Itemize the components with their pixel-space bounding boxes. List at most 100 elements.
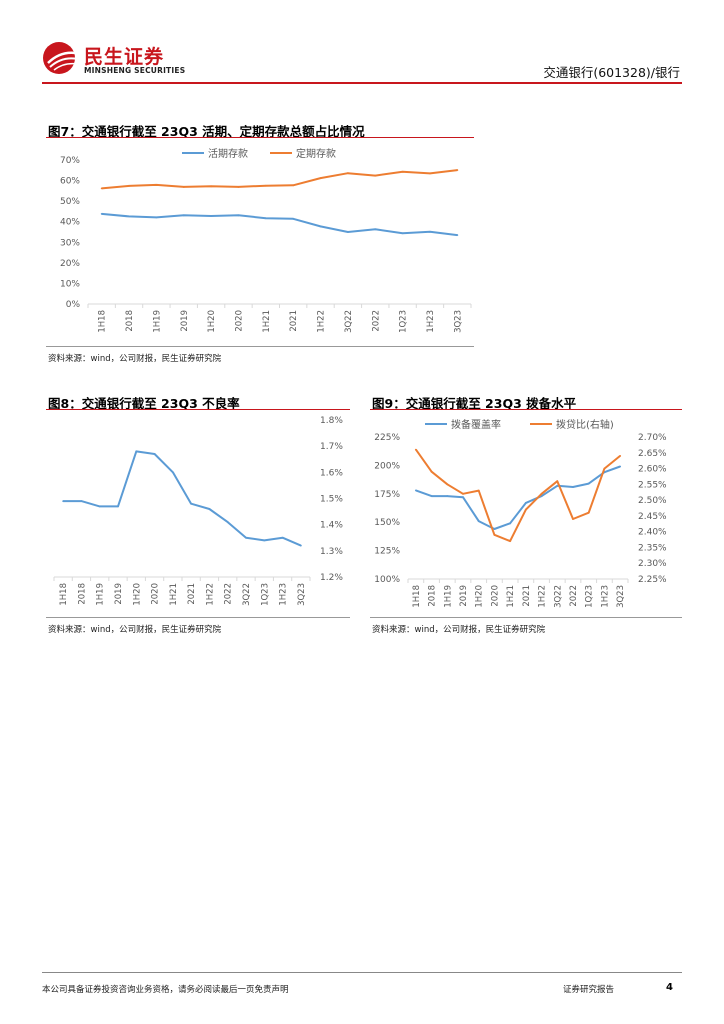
fig8-chart: 1.2% 1.3% 1.4% 1.5% 1.6% 1.7% 1.8% 1H18 2018 1H19… — [53, 416, 343, 606]
fig8-series-npl-point — [171, 471, 174, 474]
fig9-series-coverage — [415, 465, 621, 530]
fig9-y-left-tick-label: 225% — [374, 433, 400, 443]
fig7-series-demand-point — [374, 228, 377, 231]
fig9-series-coverage-point — [572, 486, 574, 488]
fig7-series-time-point — [401, 170, 404, 173]
fig7-series-demand-point — [292, 217, 295, 220]
fig9-y-right-tick-label: 2.60% — [638, 465, 667, 475]
fig7-x-tick-label: 1H23 — [426, 310, 436, 333]
fig8-series-npl-point — [135, 450, 138, 453]
fig9-title-rule — [370, 409, 682, 410]
fig9-series-loan-ratio-point — [587, 511, 590, 514]
fig9-series-loan-ratio-point — [556, 480, 559, 483]
fig7-x-tick-label: 1H21 — [262, 310, 272, 333]
fig7-series-demand-point — [319, 225, 322, 228]
fig9-y-right-tick-label: 2.50% — [638, 496, 667, 506]
fig7-series-time-point — [100, 187, 103, 190]
fig8-y-tick-label: 1.5% — [320, 495, 343, 505]
fig8-series-npl-point — [153, 453, 156, 455]
fig9-series-loan-ratio-point — [430, 470, 433, 473]
fig8-y-tick-label: 1.3% — [320, 547, 343, 557]
fig9-x-tick-label: 1H23 — [600, 585, 610, 608]
fig7-series-demand-point — [401, 232, 404, 235]
fig9-x-tick-label: 2018 — [428, 585, 438, 607]
fig9-series-loan-ratio-point — [414, 448, 417, 451]
header-divider — [42, 82, 682, 84]
fig8-y-tick-label: 1.6% — [320, 468, 343, 478]
fig9-series-loan-ratio-point — [493, 533, 496, 536]
fig9-x-tick-label: 3Q22 — [553, 585, 563, 608]
fig7-x-tick-label: 2022 — [371, 310, 381, 332]
logo-text-cn: 民生证券 — [84, 46, 165, 68]
fig8-series-npl-point — [263, 539, 266, 542]
fig8-series-npl — [63, 450, 302, 547]
fig7-series-time — [101, 169, 458, 190]
fig8-y-tick-label: 1.4% — [320, 521, 343, 531]
fig9-y-right-tick-label: 2.40% — [638, 528, 667, 538]
fig7-series-demand — [101, 212, 458, 237]
fig9-title: 图9：交通银行截至 23Q3 拨备水平 — [372, 396, 577, 411]
fig7-y-tick-label: 70% — [60, 156, 80, 166]
fig8-title: 图8：交通银行截至 23Q3 不良率 — [48, 396, 240, 411]
fig8-x-tick-label: 3Q23 — [297, 583, 307, 606]
fig7-series-demand-point — [456, 234, 459, 236]
fig7-title-rule — [46, 137, 474, 138]
fig9-x-tick-label: 1H21 — [506, 585, 516, 608]
fig8-series-npl-point — [190, 502, 193, 505]
fig9-x-tick-label: 1H20 — [475, 585, 485, 608]
footer-divider — [42, 972, 682, 973]
fig8-x-tick-label: 2021 — [187, 583, 197, 605]
fig9-y-left-tick-label: 100% — [374, 575, 400, 585]
fig9-series-coverage-point — [430, 495, 433, 497]
fig9-y-right-tick-label: 2.70% — [638, 433, 667, 443]
fig8-x-tick-label: 1H19 — [96, 583, 106, 606]
fig7-series-time-point — [374, 174, 377, 177]
fig7-y-tick-label: 10% — [60, 279, 80, 289]
fig7-x-tick-label: 1H20 — [207, 310, 217, 333]
fig8-x-tick-label: 2018 — [77, 583, 87, 605]
fig9-series-loan-ratio-point — [509, 540, 512, 543]
stock-label: 交通银行(601328)/银行 — [543, 65, 680, 80]
fig7-chart: 0% 10% 20% 30% 40% 50% 60% 70% 1H18 2018 1H19 2019 1… — [60, 147, 472, 333]
fig7-y-tick-label: 40% — [60, 218, 80, 228]
fig8-x-tick-label: 1H21 — [169, 583, 179, 606]
fig8-x-tick-label: 2019 — [114, 583, 124, 605]
fig7-x-tick-label: 2019 — [180, 310, 190, 332]
fig8-x-tick-label: 1H23 — [279, 583, 289, 606]
fig9-legend-label: 拨贷比(右轴) — [556, 418, 614, 431]
fig7-series-time-point — [292, 184, 295, 187]
fig7-y-tick-label: 0% — [66, 300, 81, 310]
fig9-bottom-rule — [370, 617, 682, 618]
fig9-y-left-tick-label: 150% — [374, 518, 400, 528]
fig9-series-coverage-point — [509, 522, 512, 525]
fig7-series-demand-point — [264, 217, 267, 220]
fig8-x-tick-label: 1H22 — [205, 583, 215, 606]
fig7-x-tick-label: 2018 — [125, 310, 135, 332]
fig7-series-demand-point — [429, 230, 431, 233]
page-number: 4 — [666, 982, 673, 993]
fig9-series-coverage-point — [462, 496, 464, 499]
fig7-series-demand-point — [182, 214, 185, 217]
fig7-series-demand-point — [346, 231, 349, 233]
fig7-bottom-rule — [46, 346, 474, 347]
fig9-series-loan-ratio-point — [524, 508, 527, 511]
fig7-series-time-point — [155, 183, 158, 186]
fig7-series-time-point — [128, 185, 130, 187]
fig9-x-tick-label: 1H18 — [412, 585, 422, 608]
fig7-y-tick-label: 30% — [60, 238, 80, 248]
fig8-series-npl-point — [80, 500, 83, 503]
fig9-x-tick-label: 1H19 — [443, 585, 453, 608]
fig7-series-time-point — [237, 186, 240, 188]
fig9-x-tick-label: 2021 — [522, 585, 532, 607]
fig9-legend-label: 拨备覆盖率 — [451, 418, 501, 431]
fig9-x-tick-label: 1H22 — [538, 585, 548, 608]
fig9-series-loan-ratio — [415, 449, 621, 543]
fig8-y-tick-label: 1.2% — [320, 573, 343, 583]
fig7-legend-label: 定期存款 — [296, 147, 336, 160]
fig8-series-npl-point — [117, 505, 119, 508]
fig9-y-left-tick-label: 175% — [374, 490, 400, 500]
fig9-series-loan-ratio-point — [619, 455, 622, 457]
fig7-x-tick-label: 3Q23 — [453, 310, 463, 333]
fig9-y-left-tick-label: 125% — [374, 547, 400, 557]
fig7-y-tick-label: 50% — [60, 197, 80, 207]
